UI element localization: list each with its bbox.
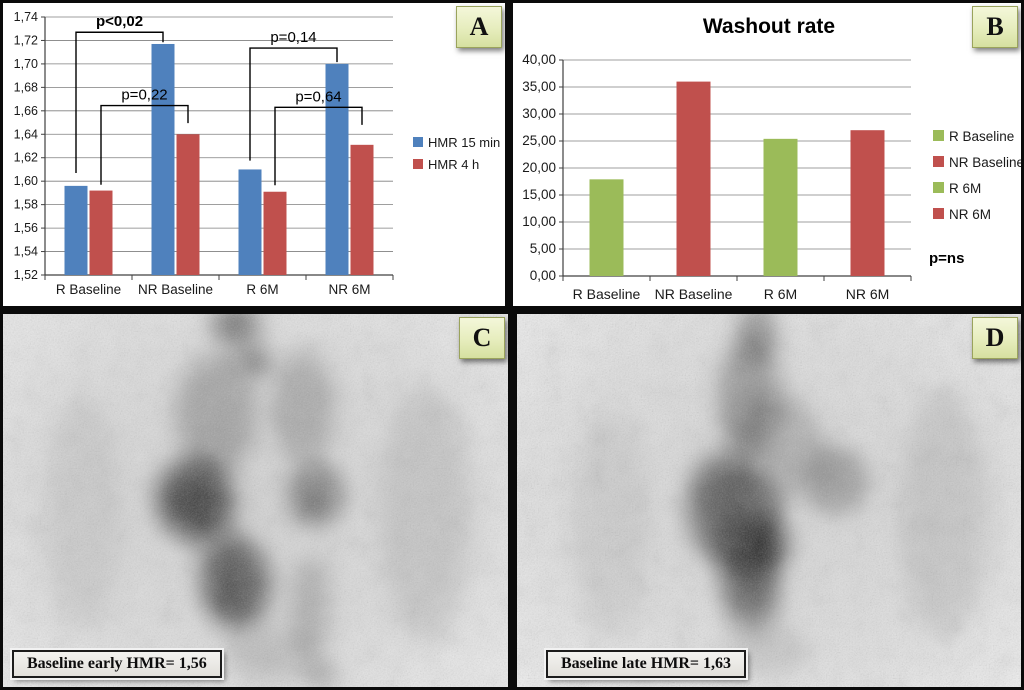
svg-text:15,00: 15,00 <box>522 187 556 202</box>
svg-text:5,00: 5,00 <box>530 241 556 256</box>
baseline-early-hmr-caption: Baseline early HMR= 1,56 <box>10 648 224 680</box>
svg-text:p=0,14: p=0,14 <box>270 29 316 46</box>
svg-text:p<0,02: p<0,02 <box>96 13 143 30</box>
washout-bar-chart: 0,00 5,00 10,00 15,00 20,00 25,00 30,00 35,00 40… <box>522 15 1021 302</box>
baseline-late-hmr-caption: Baseline late HMR= 1,63 <box>544 648 748 680</box>
svg-text:1,72: 1,72 <box>14 33 38 47</box>
svg-text:R 6M: R 6M <box>246 282 278 297</box>
hmr-bar-chart: 1,52 1,54 1,56 1,58 1,60 1,62 1,64 1,66 1,68 1,70… <box>14 10 501 297</box>
svg-text:R Baseline: R Baseline <box>949 129 1014 144</box>
svg-text:1,74: 1,74 <box>14 10 38 24</box>
panel-d: D Baseline late HMR= 1,63 <box>517 314 1021 687</box>
panel-d-label: D <box>972 317 1018 359</box>
svg-text:HMR 4 h: HMR 4 h <box>428 157 479 172</box>
svg-text:NR 6M: NR 6M <box>949 207 991 222</box>
svg-text:1,56: 1,56 <box>14 221 38 235</box>
svg-text:25,00: 25,00 <box>522 133 556 148</box>
panel-c: C Baseline early HMR= 1,56 <box>3 314 508 687</box>
panel-a: 1,52 1,54 1,56 1,58 1,60 1,62 1,64 1,66 1,68 1,70… <box>3 3 505 306</box>
svg-text:Washout rate: Washout rate <box>703 15 835 38</box>
svg-text:NR 6M: NR 6M <box>846 286 890 302</box>
svg-text:1,68: 1,68 <box>14 80 38 94</box>
svg-text:1,64: 1,64 <box>14 127 38 141</box>
svg-text:p=0,22: p=0,22 <box>121 87 167 104</box>
svg-text:NR Baseline: NR Baseline <box>655 286 733 302</box>
panel-a-label: A <box>456 6 502 48</box>
svg-text:1,70: 1,70 <box>14 57 38 71</box>
panel-b: 0,00 5,00 10,00 15,00 20,00 25,00 30,00 35,00 40… <box>513 3 1021 306</box>
svg-text:R Baseline: R Baseline <box>56 282 121 297</box>
svg-text:1,52: 1,52 <box>14 268 38 282</box>
svg-text:1,54: 1,54 <box>14 245 38 259</box>
svg-text:0,00: 0,00 <box>530 268 556 283</box>
svg-text:1,58: 1,58 <box>14 198 38 212</box>
svg-text:1,62: 1,62 <box>14 151 38 165</box>
panel-b-label: B <box>972 6 1018 48</box>
svg-text:1,66: 1,66 <box>14 104 38 118</box>
svg-text:10,00: 10,00 <box>522 214 556 229</box>
svg-text:NR 6M: NR 6M <box>328 282 370 297</box>
svg-text:R 6M: R 6M <box>949 181 981 196</box>
svg-text:HMR 15 min: HMR 15 min <box>428 135 500 150</box>
svg-text:30,00: 30,00 <box>522 106 556 121</box>
svg-text:R 6M: R 6M <box>764 286 797 302</box>
svg-text:1,60: 1,60 <box>14 174 38 188</box>
svg-text:NR Baseline: NR Baseline <box>949 155 1021 170</box>
svg-text:40,00: 40,00 <box>522 52 556 67</box>
svg-text:35,00: 35,00 <box>522 79 556 94</box>
svg-text:20,00: 20,00 <box>522 160 556 175</box>
svg-text:p=0,64: p=0,64 <box>295 88 341 105</box>
svg-text:NR Baseline: NR Baseline <box>138 282 213 297</box>
scintigram-late-image <box>517 314 1021 687</box>
svg-text:p=ns: p=ns <box>929 250 964 267</box>
scintigram-early-image <box>3 314 508 687</box>
panel-c-label: C <box>459 317 505 359</box>
svg-text:R Baseline: R Baseline <box>573 286 641 302</box>
